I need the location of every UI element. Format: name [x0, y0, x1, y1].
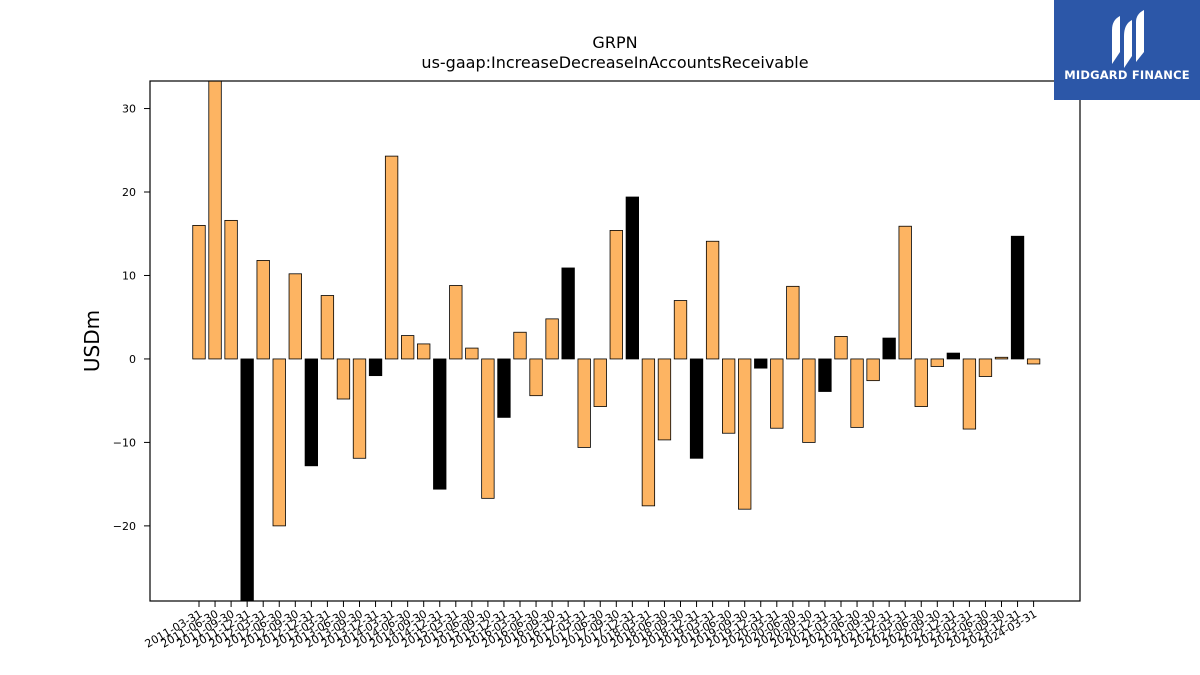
bar-2023-03-31	[962, 358, 977, 430]
bar-2020-09-30	[802, 358, 816, 443]
y-tick-label: 20	[122, 186, 136, 199]
bar-2018-06-30	[657, 358, 672, 441]
bar-2017-09-30	[609, 230, 623, 360]
bar-2015-12-31	[497, 358, 511, 418]
x-axis: 2011-03-312011-06-302011-09-302011-12-31…	[143, 601, 1039, 651]
y-tick-label: −10	[113, 436, 136, 449]
bar-2023-12-31	[1010, 235, 1025, 360]
chart-subtitle: us-gaap:IncreaseDecreaseInAccountsReceiv…	[421, 53, 808, 72]
bar-2012-03-31	[256, 260, 270, 360]
bar-2014-06-30	[400, 335, 415, 360]
bar-2024-03-31	[1026, 358, 1041, 365]
bar-2015-09-30	[481, 358, 495, 499]
bar-2015-06-30	[465, 347, 479, 360]
y-tick-label: 0	[129, 353, 136, 366]
bar-2016-06-30	[529, 358, 543, 397]
bar-2013-06-30	[336, 358, 351, 400]
bar-2023-06-30	[978, 358, 993, 377]
bar-2021-09-30	[866, 358, 880, 382]
bar-2023-09-30	[994, 356, 1009, 360]
bar-2016-12-31	[561, 267, 575, 360]
bar-2016-03-31	[513, 331, 527, 360]
bar-2011-03-31	[192, 224, 206, 360]
y-tick-label: −20	[113, 520, 136, 533]
bar-2012-06-30	[272, 358, 286, 527]
bar-2014-12-31	[433, 358, 447, 490]
bar-2021-06-30	[850, 358, 864, 428]
bar-2019-09-30	[738, 358, 752, 510]
bar-2022-12-31	[946, 352, 960, 360]
bar-2016-09-30	[545, 318, 559, 360]
bar-2019-06-30	[722, 358, 736, 434]
axes-frame	[149, 80, 1081, 602]
bar-2012-09-30	[288, 273, 302, 360]
bar-2019-03-31	[705, 240, 720, 360]
midgard-finance-logo: MIDGARD FINANCE	[1054, 0, 1200, 100]
bar-2022-09-30	[930, 358, 944, 367]
bar-2013-12-31	[368, 358, 383, 377]
y-axis-label: USDm	[80, 310, 104, 372]
bar-2018-12-31	[689, 358, 704, 459]
logo-text: MIDGARD FINANCE	[1064, 68, 1190, 82]
bar-2015-03-31	[449, 285, 463, 360]
bar-2020-12-31	[818, 358, 832, 392]
y-axis: −20 −10 0 10 20 30	[113, 103, 150, 533]
chart-title: GRPN	[592, 33, 637, 52]
bar-2018-09-30	[673, 300, 688, 360]
bar-2014-03-31	[384, 155, 399, 360]
midgard-logo-icon	[1112, 10, 1144, 68]
bars-group	[192, 81, 1041, 601]
bar-2013-03-31	[320, 295, 335, 360]
bar-2014-09-30	[417, 343, 431, 360]
bar-2012-12-31	[304, 358, 319, 467]
bar-2020-03-31	[770, 358, 784, 429]
bar-2011-06-30	[208, 81, 222, 360]
bar-2022-06-30	[914, 358, 928, 407]
y-tick-label: 10	[122, 269, 136, 282]
bar-2022-03-31	[898, 225, 912, 360]
bar-2021-03-31	[834, 336, 848, 360]
bar-2017-06-30	[593, 358, 607, 407]
bar-2021-12-31	[882, 337, 896, 360]
bar-2017-03-31	[577, 358, 591, 448]
bar-2020-06-30	[786, 285, 800, 360]
y-tick-label: 30	[122, 103, 136, 116]
bar-2011-12-31	[240, 358, 254, 601]
bar-2017-12-31	[625, 196, 639, 360]
bar-2019-12-31	[754, 358, 768, 369]
bar-2011-09-30	[224, 219, 238, 360]
bar-2018-03-31	[641, 358, 656, 507]
bar-2013-09-30	[352, 358, 367, 459]
